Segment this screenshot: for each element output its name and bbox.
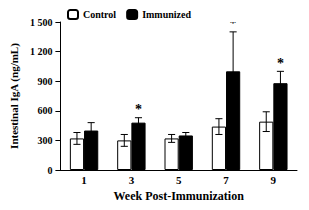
svg-text:*: * <box>277 56 284 71</box>
svg-text:900: 900 <box>37 76 52 87</box>
svg-text:3: 3 <box>129 174 135 186</box>
svg-text:1 500: 1 500 <box>30 17 53 28</box>
svg-text:600: 600 <box>37 105 52 116</box>
svg-text:*: * <box>135 102 142 117</box>
svg-text:*: * <box>230 16 237 31</box>
svg-text:300: 300 <box>37 135 52 146</box>
svg-text:0: 0 <box>47 165 52 176</box>
svg-text:Week Post-Immunization: Week Post-Immunization <box>114 189 245 203</box>
svg-text:1 200: 1 200 <box>30 46 53 57</box>
svg-text:1: 1 <box>81 174 87 186</box>
svg-text:5: 5 <box>176 174 182 186</box>
svg-text:Immunized: Immunized <box>142 9 191 20</box>
svg-text:Intestinal IgA (ng/mL): Intestinal IgA (ng/mL) <box>8 43 21 149</box>
svg-text:9: 9 <box>271 174 277 186</box>
svg-text:Control: Control <box>83 9 116 20</box>
svg-text:7: 7 <box>223 174 229 186</box>
